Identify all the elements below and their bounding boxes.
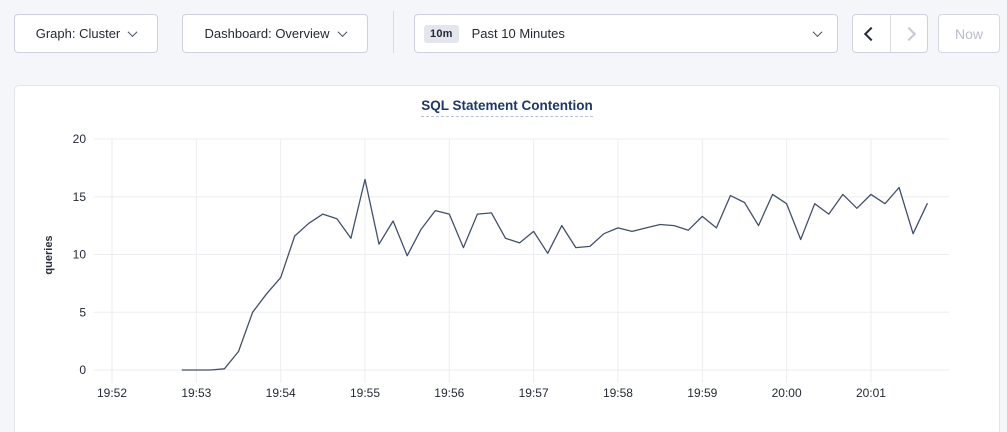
dashboard-dropdown[interactable]: Dashboard: Overview — [182, 14, 368, 53]
svg-text:19:52: 19:52 — [97, 386, 127, 400]
graph-dropdown[interactable]: Graph: Cluster — [14, 14, 158, 53]
svg-text:20:00: 20:00 — [772, 386, 802, 400]
line-chart[interactable]: 19:52 19:53 19:54 19:55 19:56 19:57 19:58 19:59… — [15, 121, 1001, 411]
svg-text:19:55: 19:55 — [350, 386, 380, 400]
now-button[interactable]: Now — [938, 14, 1000, 53]
toolbar-divider — [393, 11, 394, 53]
chevron-down-icon — [127, 27, 138, 38]
chart-card: SQL Statement Contention 19:52 19:53 19:54… — [14, 85, 1000, 432]
svg-text:20:01: 20:01 — [856, 386, 886, 400]
time-step-buttons — [852, 14, 928, 53]
svg-text:5: 5 — [79, 305, 86, 319]
svg-text:10: 10 — [73, 248, 87, 262]
next-time-button[interactable] — [889, 15, 927, 52]
chevron-down-icon — [812, 27, 823, 38]
svg-text:19:58: 19:58 — [603, 386, 633, 400]
chart-title[interactable]: SQL Statement Contention — [421, 98, 593, 117]
svg-text:15: 15 — [73, 190, 87, 204]
svg-text:19:59: 19:59 — [687, 386, 717, 400]
svg-text:19:56: 19:56 — [434, 386, 464, 400]
prev-time-button[interactable] — [853, 15, 890, 52]
now-button-label: Now — [954, 25, 983, 42]
time-range-selector[interactable]: 10m Past 10 Minutes — [414, 14, 838, 53]
dashboard-dropdown-label: Dashboard: Overview — [204, 26, 330, 41]
chart-title-row: SQL Statement Contention — [15, 97, 999, 121]
svg-text:0: 0 — [79, 363, 86, 377]
svg-text:19:54: 19:54 — [266, 386, 296, 400]
chevron-down-icon — [337, 27, 347, 38]
chevron-left-icon — [864, 26, 879, 41]
graph-dropdown-label: Graph: Cluster — [35, 26, 121, 41]
time-range-badge: 10m — [424, 24, 459, 43]
svg-text:20: 20 — [73, 132, 87, 146]
time-range-label: Past 10 Minutes — [471, 26, 565, 41]
svg-text:19:57: 19:57 — [519, 386, 549, 400]
chevron-right-icon — [901, 26, 917, 41]
svg-text:19:53: 19:53 — [181, 386, 211, 400]
svg-text:queries: queries — [43, 235, 55, 274]
